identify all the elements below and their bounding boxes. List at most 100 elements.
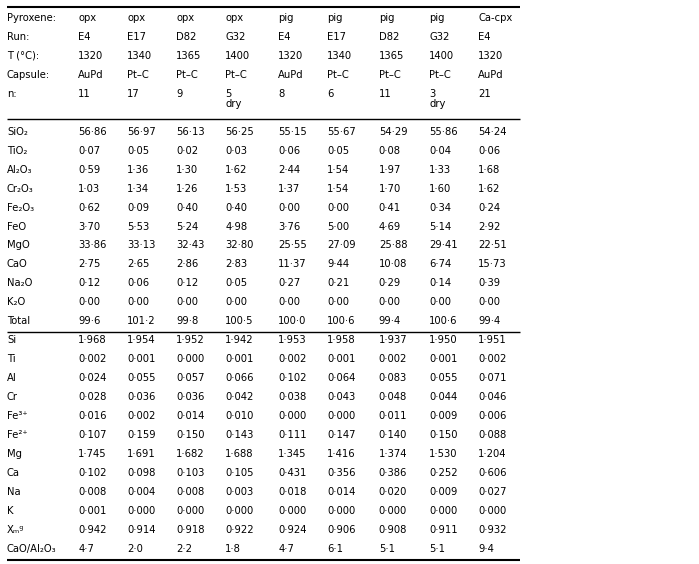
- Text: G32: G32: [429, 32, 449, 42]
- Text: Pt–C: Pt–C: [127, 70, 149, 80]
- Text: 0·103: 0·103: [176, 468, 205, 478]
- Text: 0·055: 0·055: [429, 373, 458, 383]
- Text: 0·057: 0·057: [176, 373, 205, 383]
- Text: 0·606: 0·606: [478, 468, 507, 478]
- Text: 0·009: 0·009: [429, 487, 458, 497]
- Text: 0·102: 0·102: [278, 373, 307, 383]
- Text: Mg: Mg: [7, 449, 22, 459]
- Text: 0·002: 0·002: [78, 354, 107, 364]
- Text: 1·36: 1·36: [127, 165, 150, 175]
- Text: T (°C):: T (°C):: [7, 51, 39, 61]
- Text: 2·92: 2·92: [478, 222, 500, 232]
- Text: 1·33: 1·33: [429, 165, 452, 175]
- Text: 0·000: 0·000: [429, 506, 457, 516]
- Text: 0·048: 0·048: [379, 392, 407, 402]
- Text: 54·29: 54·29: [379, 127, 408, 136]
- Text: 0·00: 0·00: [278, 297, 300, 307]
- Text: 1·62: 1·62: [225, 165, 247, 175]
- Text: 99·6: 99·6: [78, 316, 101, 327]
- Text: Pt–C: Pt–C: [327, 70, 349, 80]
- Text: 11: 11: [78, 89, 91, 99]
- Text: 101·2: 101·2: [127, 316, 156, 327]
- Text: 0·001: 0·001: [78, 506, 107, 516]
- Text: 0·924: 0·924: [278, 525, 307, 535]
- Text: opx: opx: [78, 13, 96, 23]
- Text: 4·69: 4·69: [379, 222, 401, 232]
- Text: 0·016: 0·016: [78, 411, 107, 421]
- Text: 0·12: 0·12: [78, 279, 101, 288]
- Text: pig: pig: [327, 13, 343, 23]
- Text: 1·34: 1·34: [127, 184, 150, 193]
- Text: 0·002: 0·002: [478, 354, 507, 364]
- Text: CaO: CaO: [7, 259, 28, 270]
- Text: opx: opx: [176, 13, 194, 23]
- Text: 0·00: 0·00: [379, 297, 401, 307]
- Text: dry: dry: [429, 99, 445, 109]
- Text: 25·55: 25·55: [278, 240, 307, 250]
- Text: 56·86: 56·86: [78, 127, 107, 136]
- Text: 1400: 1400: [225, 51, 250, 61]
- Text: Pt–C: Pt–C: [429, 70, 451, 80]
- Text: 2·0: 2·0: [127, 544, 143, 554]
- Text: 1·958: 1·958: [327, 335, 356, 345]
- Text: 0·002: 0·002: [379, 354, 408, 364]
- Text: 0·05: 0·05: [225, 279, 247, 288]
- Text: 11·37: 11·37: [278, 259, 307, 270]
- Text: 0·140: 0·140: [379, 430, 408, 440]
- Text: 0·009: 0·009: [429, 411, 458, 421]
- Text: 0·29: 0·29: [379, 279, 401, 288]
- Text: 0·932: 0·932: [478, 525, 507, 535]
- Text: 15·73: 15·73: [478, 259, 507, 270]
- Text: 0·043: 0·043: [327, 392, 355, 402]
- Text: 0·06: 0·06: [127, 279, 150, 288]
- Text: 0·001: 0·001: [225, 354, 254, 364]
- Text: K: K: [7, 506, 13, 516]
- Text: Na₂O: Na₂O: [7, 279, 32, 288]
- Text: 0·09: 0·09: [127, 202, 150, 213]
- Text: 1·952: 1·952: [176, 335, 205, 345]
- Text: 1·745: 1·745: [78, 449, 107, 459]
- Text: 0·018: 0·018: [278, 487, 307, 497]
- Text: 0·036: 0·036: [176, 392, 205, 402]
- Text: 0·143: 0·143: [225, 430, 254, 440]
- Text: 0·40: 0·40: [176, 202, 198, 213]
- Text: E4: E4: [78, 32, 91, 42]
- Text: 1·204: 1·204: [478, 449, 507, 459]
- Text: 1365: 1365: [379, 51, 404, 61]
- Text: 6: 6: [327, 89, 333, 99]
- Text: 3·70: 3·70: [78, 222, 101, 232]
- Text: 3·76: 3·76: [278, 222, 301, 232]
- Text: D82: D82: [379, 32, 399, 42]
- Text: 33·13: 33·13: [127, 240, 156, 250]
- Text: 0·150: 0·150: [429, 430, 458, 440]
- Text: 0·150: 0·150: [176, 430, 205, 440]
- Text: 54·24: 54·24: [478, 127, 507, 136]
- Text: Na: Na: [7, 487, 20, 497]
- Text: 0·000: 0·000: [478, 506, 506, 516]
- Text: 0·066: 0·066: [225, 373, 254, 383]
- Text: 0·40: 0·40: [225, 202, 247, 213]
- Text: 0·05: 0·05: [127, 146, 150, 156]
- Text: 0·911: 0·911: [429, 525, 458, 535]
- Text: 56·13: 56·13: [176, 127, 205, 136]
- Text: 1320: 1320: [478, 51, 503, 61]
- Text: 1·953: 1·953: [278, 335, 307, 345]
- Text: 1340: 1340: [127, 51, 152, 61]
- Text: 1·937: 1·937: [379, 335, 408, 345]
- Text: D82: D82: [176, 32, 196, 42]
- Text: AuPd: AuPd: [78, 70, 104, 80]
- Text: MgO: MgO: [7, 240, 30, 250]
- Text: 1·950: 1·950: [429, 335, 458, 345]
- Text: 0·008: 0·008: [78, 487, 106, 497]
- Text: 1·691: 1·691: [127, 449, 156, 459]
- Text: Fe₂O₃: Fe₂O₃: [7, 202, 34, 213]
- Text: 0·024: 0·024: [78, 373, 107, 383]
- Text: 0·000: 0·000: [379, 506, 407, 516]
- Text: 0·906: 0·906: [327, 525, 356, 535]
- Text: 2·44: 2·44: [278, 165, 301, 175]
- Text: 0·071: 0·071: [478, 373, 507, 383]
- Text: 1·26: 1·26: [176, 184, 199, 193]
- Text: 56·25: 56·25: [225, 127, 254, 136]
- Text: 1340: 1340: [327, 51, 352, 61]
- Text: 0·014: 0·014: [176, 411, 205, 421]
